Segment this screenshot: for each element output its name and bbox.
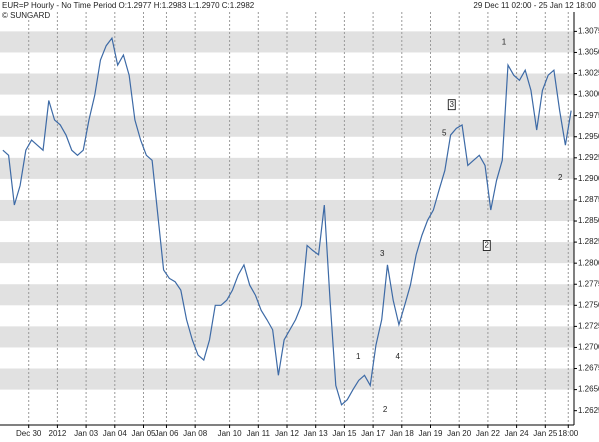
annotation-box xyxy=(447,99,456,111)
y-tick-label: 1.2650 xyxy=(578,385,599,394)
annotation: 3 xyxy=(380,249,385,258)
y-tick-label: 1.2675 xyxy=(578,364,599,373)
x-tick-label: Jan 17 xyxy=(361,429,386,438)
x-tick-label: Jan 03 xyxy=(74,429,99,438)
y-tick-label: 1.3075 xyxy=(578,26,599,35)
grid-band xyxy=(0,368,574,390)
date-range: 29 Dec 11 02:00 - 25 Jan 12 18:00 xyxy=(473,1,596,10)
y-tick-label: 1.2950 xyxy=(578,132,599,141)
annotation: 2 xyxy=(383,405,388,414)
chart-subtitle: © SUNGARD xyxy=(2,11,50,20)
y-tick-label: 1.3050 xyxy=(578,48,599,57)
annotation: 3 xyxy=(450,100,455,109)
x-tick-label: Jan 11 xyxy=(247,429,271,438)
annotation: 2 xyxy=(558,173,563,182)
x-tick-label: Jan 10 xyxy=(218,429,243,438)
annotation: 2 xyxy=(485,241,490,250)
y-tick-label: 1.2900 xyxy=(578,174,599,183)
x-tick-label: 18:00 xyxy=(558,429,579,438)
x-tick-label: Jan 05 xyxy=(131,429,156,438)
x-tick-label: Jan 20 xyxy=(447,429,472,438)
x-tick-label: Jan 04 xyxy=(103,429,128,438)
y-tick-label: 1.2825 xyxy=(578,237,599,246)
y-tick-label: 1.2800 xyxy=(578,258,599,267)
y-tick-label: 1.3025 xyxy=(578,69,599,78)
annotation: 1 xyxy=(356,352,361,361)
x-tick-label: Jan 12 xyxy=(275,429,300,438)
y-tick-label: 1.2925 xyxy=(578,153,599,162)
y-tick-label: 1.2625 xyxy=(578,406,599,415)
y-tick-label: 1.2875 xyxy=(578,195,599,204)
annotation: 1 xyxy=(502,37,507,46)
x-tick-label: Jan 13 xyxy=(304,429,329,438)
x-tick-label: Jan 24 xyxy=(505,429,530,438)
x-tick-label: Jan 08 xyxy=(183,429,208,438)
y-tick-label: 1.2750 xyxy=(578,300,599,309)
grid-band xyxy=(0,284,574,306)
y-tick-label: 1.2725 xyxy=(578,321,599,330)
x-tick-label: Jan 15 xyxy=(332,429,357,438)
y-tick-label: 1.2700 xyxy=(578,343,599,352)
annotation: 4 xyxy=(396,352,401,361)
price-line xyxy=(2,36,572,406)
y-tick-label: 1.2975 xyxy=(578,111,599,120)
y-tick-label: 1.2850 xyxy=(578,216,599,225)
x-tick-label: Jan 18 xyxy=(390,429,415,438)
x-tick-label: Jan 06 xyxy=(154,429,179,438)
annotation-box xyxy=(482,240,491,251)
x-tick-label: Jan 25 xyxy=(533,429,558,438)
y-tick-label: 1.2775 xyxy=(578,279,599,288)
x-tick-label: Dec 30 xyxy=(16,429,42,438)
chart-title: EUR=P Hourly - No Time Period O:1.2977 H… xyxy=(2,1,255,10)
x-tick-label: 2012 xyxy=(49,429,67,438)
x-tick-label: Jan 22 xyxy=(476,429,501,438)
x-tick-label: Jan 19 xyxy=(418,429,443,438)
y-tick-label: 1.3000 xyxy=(578,90,599,99)
annotation: 5 xyxy=(442,128,447,137)
